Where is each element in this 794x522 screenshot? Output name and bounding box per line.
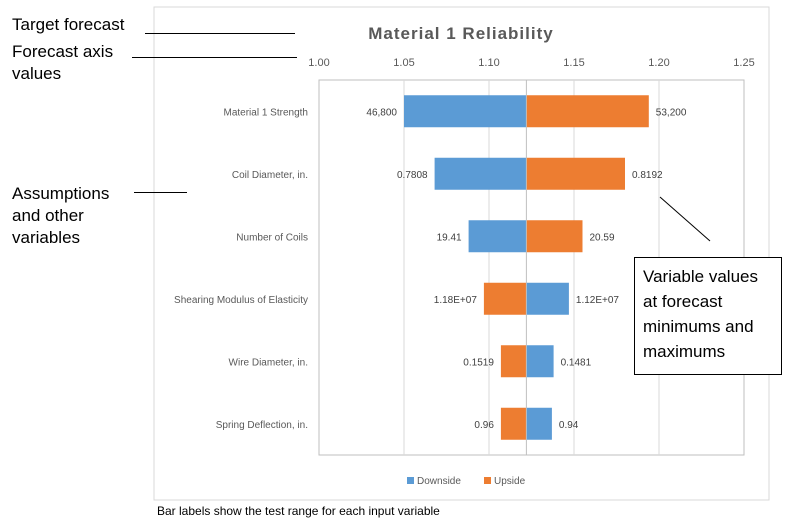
bar-downside [526,282,569,315]
data-labels: 46,800 53,200 0.7808 0.8192 19.41 20.59 1.12E+… [366,107,686,431]
annotation-assumptions: Assumptions and other variables [12,184,110,247]
bar-downside [404,95,527,128]
x-tick-label: 1.20 [648,57,669,69]
bar-value-label: 20.59 [590,232,615,243]
bar-upside [500,407,527,440]
bars [404,95,649,440]
x-tick-label: 1.25 [733,57,754,69]
bar-upside [526,220,583,253]
footnote: Bar labels show the test range for each … [157,504,440,518]
bar-downside [434,157,527,190]
annotation-target-forecast-line [145,33,295,34]
bar-value-label: 0.1519 [463,357,494,368]
annotation-variable-values: Variable values at forecast minimums and… [634,257,782,375]
bar-value-label: 0.1481 [561,357,592,368]
bar-value-label: 53,200 [656,107,687,118]
bar-upside [483,282,527,315]
bar-value-label: 1.18E+07 [434,295,478,306]
bar-value-label: 0.94 [559,420,579,431]
category-label: Coil Diameter, in. [232,170,308,181]
bar-upside [526,157,625,190]
annotation-forecast-axis-line [132,57,297,58]
bar-downside [526,407,552,440]
legend: Downside Upside [407,476,526,487]
chart-title: Material 1 Reliability [368,24,553,43]
bar-upside [526,95,649,128]
chart-area [153,6,770,501]
category-label: Material 1 Strength [224,107,309,118]
bar-downside [468,220,527,253]
bar-value-label: 0.8192 [632,170,663,181]
x-tick-label: 1.15 [563,57,584,69]
category-label: Wire Diameter, in. [229,357,308,368]
x-tick-label: 1.05 [393,57,414,69]
bar-upside [500,345,527,378]
x-tick-label: 1.10 [478,57,499,69]
axis-tick-labels: 1.00 1.05 1.10 1.15 1.20 1.25 [308,57,754,69]
legend-swatch-upside [484,477,491,484]
category-labels: Material 1 Strength Coil Diameter, in. Num… [174,107,308,431]
bar-value-label: 0.96 [474,420,494,431]
bar-downside [526,345,554,378]
annotation-target-forecast: Target forecast [12,15,125,34]
legend-swatch-downside [407,477,414,484]
bar-value-label: 0.7808 [397,170,428,181]
x-tick-label: 1.00 [308,57,329,69]
annotation-assumptions-line [134,192,187,193]
annotation-forecast-axis: Forecast axis values [12,42,114,83]
category-label: Number of Coils [236,232,308,243]
bar-value-label: 19.41 [437,232,462,243]
category-label: Spring Deflection, in. [216,420,308,431]
bar-value-label: 1.12E+07 [576,295,620,306]
legend-label: Upside [494,476,526,487]
bar-value-label: 46,800 [366,107,397,118]
category-label: Shearing Modulus of Elasticity [174,295,308,306]
legend-label: Downside [417,476,461,487]
